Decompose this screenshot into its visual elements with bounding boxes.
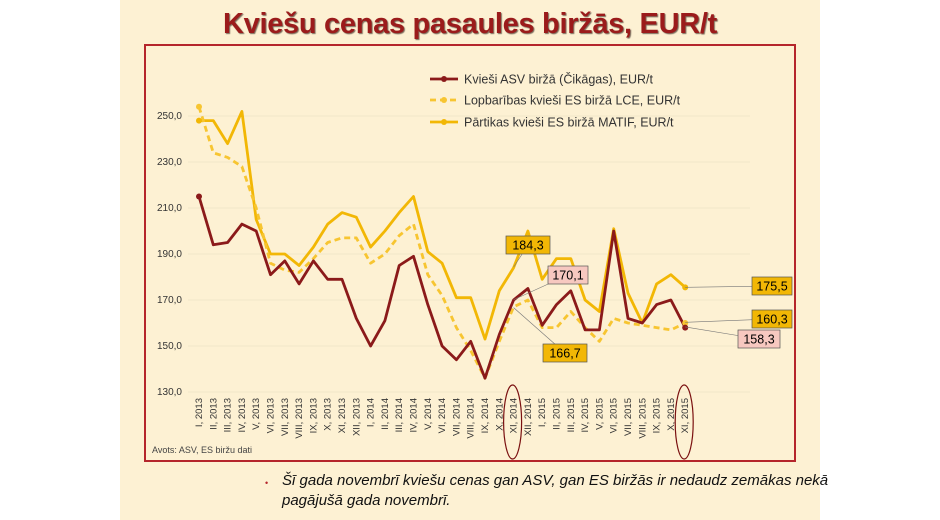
legend-label: Lopbarības kvieši ES biržā LCE, EUR/t xyxy=(464,94,681,108)
x-tick-label: II, 2015 xyxy=(552,398,563,430)
annotation-box xyxy=(547,265,589,285)
annotation-box xyxy=(505,235,551,255)
data-point xyxy=(196,193,202,200)
annotation-label: 160,3 xyxy=(756,313,787,327)
page-title: Kviešu cenas pasaules biržās, EUR/t xyxy=(223,8,717,40)
x-tick-label: III, 2015 xyxy=(566,398,577,432)
annotation-box xyxy=(542,343,588,363)
x-tick-label: IV, 2015 xyxy=(580,398,591,433)
x-tick-label: V, 2015 xyxy=(594,398,605,430)
bullet-icon: • xyxy=(265,478,269,488)
x-tick-label: IV, 2013 xyxy=(237,398,248,433)
data-point xyxy=(196,117,202,124)
series-lines xyxy=(196,103,689,380)
y-tick-label: 250,0 xyxy=(157,111,182,122)
x-tick-label: XI, 2015 xyxy=(680,398,691,433)
annotation-label: 166,7 xyxy=(549,347,580,361)
annotation-box xyxy=(737,329,781,349)
x-tick-label: III, 2014 xyxy=(394,398,405,432)
y-tick-label: 210,0 xyxy=(157,203,182,214)
x-ticks: I, 2013 II, 2013 III, 2013 IV, 2013 V, 2013 V… xyxy=(194,384,694,460)
annotation-label: 170,1 xyxy=(552,269,583,283)
x-tick-label: VII, 2015 xyxy=(623,398,634,436)
x-tick-label: VIII, 2015 xyxy=(637,398,648,439)
source-text: Avots: ASV, ES biržu dati xyxy=(152,445,252,455)
x-tick-label: XI, 2013 xyxy=(337,398,348,433)
legend: Kvieši ASV biržā (Čikāgas), EUR/t Lopbarī… xyxy=(430,72,681,130)
x-tick-label: IX, 2015 xyxy=(652,398,663,433)
legend-marker xyxy=(441,119,447,125)
x-tick-label: V, 2014 xyxy=(423,398,434,430)
data-point xyxy=(682,320,689,326)
y-tick-label: 230,0 xyxy=(157,157,182,168)
x-tick-label: XII, 2013 xyxy=(351,398,362,436)
x-tick-label: I, 2013 xyxy=(194,398,205,427)
annotation-box xyxy=(751,276,793,296)
annotation-label: 175,5 xyxy=(756,280,787,294)
x-tick-label: VI, 2015 xyxy=(609,398,620,433)
y-tick-label: 150,0 xyxy=(157,341,182,352)
x-tick-label: I, 2015 xyxy=(537,398,548,427)
x-tick-label: II, 2013 xyxy=(208,398,219,430)
x-tick-label: X, 2014 xyxy=(494,398,505,431)
x-tick-label: VIII, 2013 xyxy=(294,398,305,439)
legend-label: Pārtikas kvieši ES biržā MATIF, EUR/t xyxy=(464,116,674,130)
x-tick-label: VI, 2013 xyxy=(266,398,277,433)
annotations: 184,3 170,1 166,7 175,5 160,3 158,3 xyxy=(505,235,793,363)
legend-marker xyxy=(441,97,447,103)
summary-note: Šī gada novembrī kviešu cenas gan ASV, g… xyxy=(282,472,829,509)
x-tick-label: IX, 2013 xyxy=(308,398,319,433)
data-point xyxy=(682,324,689,331)
x-tick-label: VII, 2014 xyxy=(451,398,462,436)
y-tick-label: 170,0 xyxy=(157,295,182,306)
series-line xyxy=(197,106,686,380)
annotation-box xyxy=(751,309,793,329)
x-tick-label: VI, 2014 xyxy=(437,398,448,433)
slide: Kviešu cenas pasaules biržās, EUR/t • Šī… xyxy=(120,0,828,520)
highlight-ellipse xyxy=(502,384,523,460)
highlight-ellipse xyxy=(674,384,694,460)
legend-label: Kvieši ASV biržā (Čikāgas), EUR/t xyxy=(464,72,653,87)
x-tick-label: V, 2013 xyxy=(251,398,262,430)
x-tick-label: II, 2014 xyxy=(380,398,391,430)
x-tick-label: IV, 2014 xyxy=(409,398,420,433)
y-tick-label: 130,0 xyxy=(157,387,182,398)
x-tick-label: IX, 2014 xyxy=(480,398,491,433)
data-point xyxy=(196,103,202,110)
x-tick-label: III, 2013 xyxy=(223,398,234,432)
series-line xyxy=(197,196,687,380)
x-tick-label: XII, 2014 xyxy=(523,398,534,436)
legend-marker xyxy=(441,76,447,82)
chart-frame xyxy=(144,44,796,462)
series-line xyxy=(199,110,687,341)
y-tick-label: 190,0 xyxy=(157,249,182,260)
x-tick-label: X, 2013 xyxy=(323,398,334,431)
annotation-label: 158,3 xyxy=(743,333,774,347)
x-tick-label: XI, 2014 xyxy=(509,398,520,433)
x-tick-label: VII, 2013 xyxy=(280,398,291,436)
x-tick-label: I, 2014 xyxy=(366,398,377,427)
x-tick-label: X, 2015 xyxy=(666,398,677,431)
y-ticks: 130,0 150,0 170,0 190,0 210,0 230,0 250,0 xyxy=(157,111,182,398)
annotation-label: 184,3 xyxy=(512,239,543,253)
x-tick-label: VIII, 2014 xyxy=(466,398,477,439)
